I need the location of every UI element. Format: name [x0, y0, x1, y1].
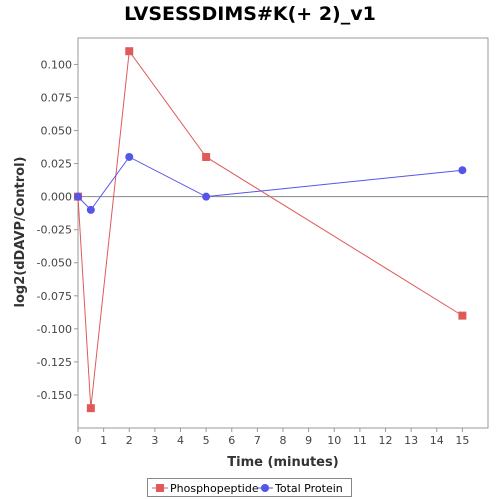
x-tick-label: 10	[327, 434, 341, 447]
data-point-phosphopeptide	[125, 47, 134, 56]
x-tick-label: 15	[455, 434, 469, 447]
legend-swatch-total-protein	[257, 482, 273, 494]
data-point-total-protein	[202, 192, 211, 201]
y-axis-title: log2(dDAVP/Control)	[13, 157, 28, 308]
chart-title: LVSESSDIMS#K(+ 2)_v1	[124, 3, 376, 25]
legend-label-total-protein: Total Protein	[275, 481, 343, 495]
x-tick-label: 6	[228, 434, 235, 447]
data-point-phosphopeptide	[458, 311, 467, 320]
y-tick-label: 0.000	[41, 191, 73, 204]
data-point-phosphopeptide	[202, 152, 211, 161]
x-tick-label: 5	[203, 434, 210, 447]
data-point-total-protein	[74, 192, 82, 201]
data-point-total-protein	[458, 166, 467, 175]
legend-item-phosphopeptide: Phosphopeptide	[152, 481, 259, 495]
y-tick-label: -0.150	[37, 389, 72, 402]
legend-label-phosphopeptide: Phosphopeptide	[170, 481, 259, 495]
x-tick-label: 12	[379, 434, 393, 447]
legend-swatch-phosphopeptide	[152, 482, 168, 494]
y-tick-label: 0.100	[41, 58, 73, 71]
x-tick-label: 8	[280, 434, 287, 447]
plot-frame	[77, 37, 489, 429]
data-point-total-protein	[86, 205, 95, 214]
y-tick-label: 0.050	[41, 125, 73, 138]
y-tick-label: 0.025	[41, 158, 73, 171]
x-tick-label: 0	[75, 434, 82, 447]
x-tick-label: 9	[305, 434, 312, 447]
x-tick-label: 7	[254, 434, 261, 447]
y-tick-label: -0.075	[37, 290, 72, 303]
x-tick-label: 3	[151, 434, 158, 447]
data-point-phosphopeptide	[86, 404, 95, 413]
y-tick-label: 0.075	[41, 91, 73, 104]
y-tick-label: -0.100	[37, 323, 72, 336]
x-tick-label: 11	[353, 434, 367, 447]
x-tick-label: 4	[177, 434, 184, 447]
y-tick-label: -0.050	[37, 257, 72, 270]
legend: Phosphopeptide Total Protein	[147, 478, 352, 497]
y-tick-label: -0.125	[37, 356, 72, 369]
legend-item-total-protein: Total Protein	[257, 481, 343, 495]
y-tick-label: -0.025	[37, 224, 72, 237]
plot-area: 0.100 0.075 0.050 0.025 0.000 -0.025 -0.050 -0.…	[37, 37, 489, 447]
x-tick-label: 13	[404, 434, 418, 447]
x-axis-title: Time (minutes)	[227, 455, 338, 470]
x-tick-label: 2	[126, 434, 133, 447]
x-tick-label: 1	[100, 434, 107, 447]
x-tick-label: 14	[430, 434, 444, 447]
data-point-total-protein	[125, 152, 134, 161]
